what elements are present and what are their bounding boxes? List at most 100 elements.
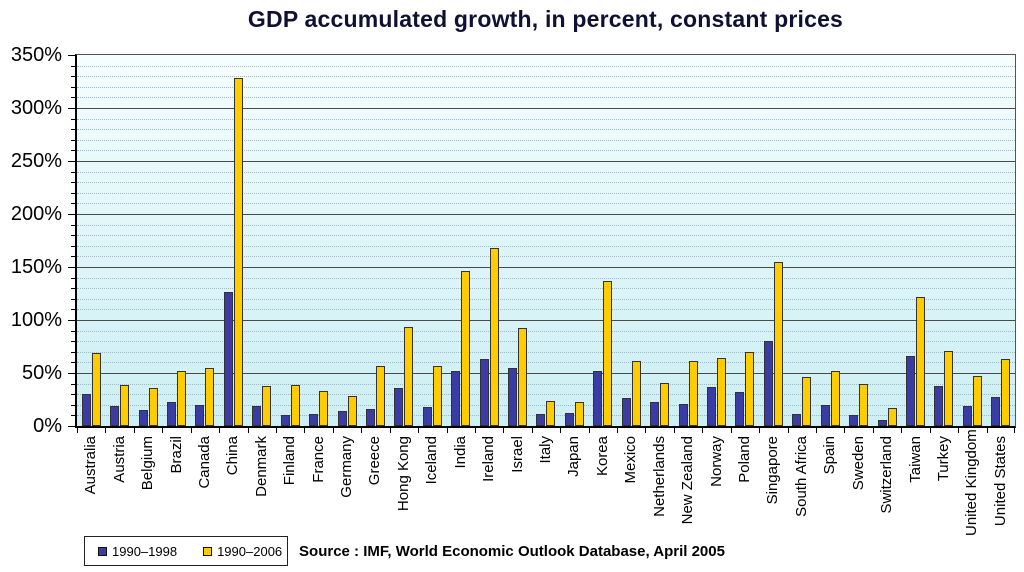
category-china — [219, 55, 247, 426]
gridline-minor — [77, 383, 1015, 385]
bar-1990–1998-united-states — [991, 397, 1001, 426]
bar-1990–2006-china — [233, 78, 243, 426]
category-sweden — [844, 55, 872, 426]
bar-1990–1998-korea — [593, 370, 603, 426]
x-axis-tick — [986, 428, 988, 433]
bar-1990–2006-france — [319, 391, 329, 426]
bar-1990–1998-united-kingdom — [962, 405, 972, 426]
legend-item-1990-2006: 1990–2006 — [203, 544, 282, 559]
bar-1990–2006-denmark — [262, 385, 272, 426]
gridline-major — [77, 161, 1015, 162]
x-axis-tick — [219, 428, 221, 433]
bar-1990–2006-germany — [347, 396, 357, 426]
category-israel — [503, 55, 531, 426]
bar-1990–2006-netherlands — [660, 382, 670, 426]
bar-1990–1998-brazil — [166, 401, 176, 426]
category-united-kingdom — [958, 55, 986, 426]
bar-1990–2006-brazil — [176, 370, 186, 426]
category-spain — [816, 55, 844, 426]
x-axis: Australia Austria Belgium Brazil Canada China… — [77, 428, 1015, 544]
bar-1990–2006-japan — [574, 401, 584, 426]
bar-1990–1998-japan — [564, 413, 574, 426]
bar-1990–2006-india — [461, 271, 471, 426]
y-axis-minor-tick — [71, 76, 75, 78]
category-poland — [731, 55, 759, 426]
gridline-major — [77, 320, 1015, 321]
y-axis-minor-tick — [71, 192, 75, 194]
bar-1990–1998-germany — [337, 411, 347, 426]
x-axis-label-japan: Japan — [565, 436, 583, 477]
y-axis-label: 200% — [10, 203, 62, 225]
x-axis-label-austria: Austria — [110, 436, 128, 483]
gridline-major — [77, 214, 1015, 215]
gridline-major — [77, 373, 1015, 374]
bar-1990–2006-hong-kong — [404, 327, 414, 426]
category-new-zealand — [674, 55, 702, 426]
bar-1990–1998-france — [309, 414, 319, 426]
x-axis-tick — [588, 428, 590, 433]
gridline-minor — [77, 171, 1015, 173]
bar-1990–1998-norway — [707, 386, 717, 426]
x-axis-label-belgium: Belgium — [139, 436, 157, 491]
gridline-minor — [77, 245, 1015, 247]
category-india — [447, 55, 475, 426]
category-greece — [361, 55, 389, 426]
bar-1990–1998-singapore — [763, 341, 773, 426]
category-ireland — [475, 55, 503, 426]
category-south-africa — [788, 55, 816, 426]
bar-1990–1998-switzerland — [877, 419, 887, 426]
x-axis-label-norway: Norway — [707, 436, 725, 487]
plot-area — [75, 54, 1016, 428]
gridline-minor — [77, 404, 1015, 406]
gridline-major — [77, 267, 1015, 268]
y-axis-tick — [68, 267, 75, 268]
bar-1990–1998-turkey — [934, 385, 944, 426]
y-axis-minor-tick — [71, 65, 75, 67]
y-axis-minor-tick — [71, 245, 75, 247]
y-axis-minor-tick — [71, 415, 75, 417]
bar-1990–1998-taiwan — [906, 356, 915, 426]
y-axis-minor-tick — [71, 362, 75, 364]
gridline-minor — [77, 139, 1015, 141]
y-axis-minor-tick — [71, 256, 75, 258]
x-axis-tick — [418, 428, 420, 433]
x-axis-tick — [759, 428, 761, 433]
x-axis-label-denmark: Denmark — [252, 436, 270, 497]
y-axis-minor-tick — [71, 171, 75, 173]
y-axis-minor-tick — [71, 298, 75, 300]
x-axis-tick — [77, 428, 78, 433]
category-japan — [560, 55, 588, 426]
gridline-minor — [77, 118, 1015, 120]
legend-swatch-1990-1998 — [98, 546, 107, 556]
legend-label-1990-2006: 1990–2006 — [217, 543, 283, 559]
gridline-minor — [77, 330, 1015, 332]
bar-1990–2006-new-zealand — [688, 361, 698, 426]
x-axis-label-turkey: Turkey — [934, 436, 952, 482]
gridline-minor — [77, 309, 1015, 311]
bar-1990–1998-sweden — [849, 415, 859, 426]
gridline-minor — [77, 150, 1015, 152]
x-axis-label-brazil: Brazil — [167, 436, 185, 474]
category-norway — [702, 55, 730, 426]
legend: 1990–1998 1990–2006 — [84, 536, 288, 566]
bar-1990–2006-united-kingdom — [972, 376, 982, 426]
bar-1990–2006-united-states — [1001, 359, 1011, 426]
x-axis-tick — [816, 428, 818, 433]
gridline-minor — [77, 86, 1015, 88]
category-germany — [333, 55, 361, 426]
y-axis: 0% 50% 100% 150% 200% 250% 300% 350% — [0, 44, 75, 437]
bar-1990–1998-israel — [508, 367, 518, 426]
y-axis-tick — [68, 426, 75, 427]
x-axis-label-greece: Greece — [366, 436, 384, 486]
y-axis-minor-tick — [71, 394, 75, 396]
x-axis-label-poland: Poland — [735, 436, 753, 483]
category-italy — [532, 55, 560, 426]
gridline-minor — [77, 256, 1015, 258]
x-axis-label-netherlands: Netherlands — [650, 436, 668, 517]
bar-1990–1998-italy — [536, 414, 546, 426]
y-axis-minor-tick — [71, 330, 75, 332]
x-axis-label-germany: Germany — [338, 436, 356, 498]
category-netherlands — [645, 55, 673, 426]
x-axis-label-ireland: Ireland — [480, 436, 498, 482]
